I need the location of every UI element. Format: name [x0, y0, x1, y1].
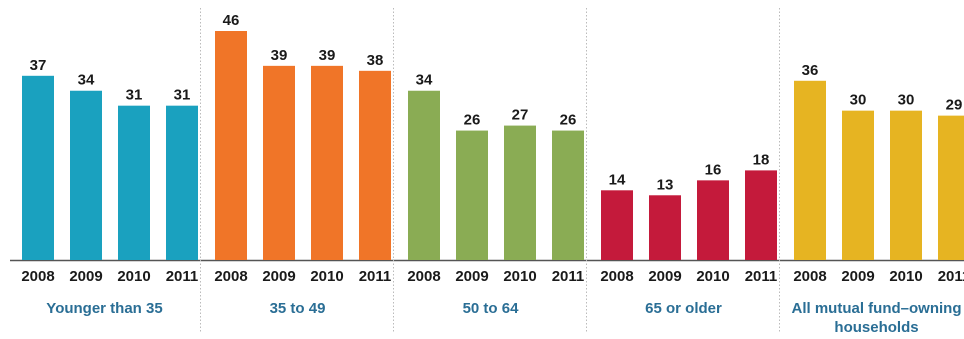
x-tick-label: 2010: [310, 268, 343, 285]
x-tick-label: 2011: [552, 268, 585, 285]
x-tick-label: 2010: [889, 268, 922, 285]
bar: [601, 190, 633, 260]
data-label: 29: [946, 97, 963, 114]
data-label: 13: [657, 176, 674, 193]
data-label: 37: [30, 57, 47, 74]
data-label: 26: [560, 112, 577, 129]
x-tick-label: 2010: [503, 268, 536, 285]
data-label: 16: [705, 161, 722, 178]
x-tick-label: 2011: [359, 268, 392, 285]
bar: [70, 90, 102, 260]
group-label-line: Younger than 35: [46, 300, 162, 317]
x-tick-label: 2009: [69, 268, 102, 285]
bar: [938, 115, 964, 260]
x-tick-label: 2009: [841, 268, 874, 285]
data-label: 34: [78, 72, 95, 89]
group-label-line: households: [834, 319, 918, 336]
group-label-line: 35 to 49: [270, 300, 326, 317]
group-label-line: 50 to 64: [463, 300, 520, 317]
data-label: 31: [126, 87, 143, 104]
x-tick-label: 2011: [166, 268, 199, 285]
data-label: 31: [174, 87, 191, 104]
bar: [794, 80, 826, 260]
x-tick-label: 2008: [214, 268, 247, 285]
bar: [408, 90, 440, 260]
group-label: 65 or older: [645, 300, 722, 317]
group-label: All mutual fund–owning households: [792, 300, 962, 336]
data-label: 26: [464, 112, 481, 129]
bar: [263, 65, 295, 260]
data-label: 27: [512, 107, 529, 124]
x-tick-label: 2010: [117, 268, 150, 285]
group-label-line: All mutual fund–owning: [792, 300, 962, 317]
group-label-line: 65 or older: [645, 300, 722, 317]
data-label: 30: [850, 92, 867, 109]
data-label: 14: [609, 171, 626, 188]
bar: [552, 130, 584, 260]
data-label: 38: [367, 52, 384, 69]
bar: [504, 125, 536, 260]
group-label: 50 to 64: [463, 300, 520, 317]
x-tick-label: 2011: [938, 268, 964, 285]
group-label: 35 to 49: [270, 300, 326, 317]
x-tick-label: 2008: [407, 268, 440, 285]
data-label: 34: [416, 72, 433, 89]
bar: [842, 110, 874, 260]
x-tick-label: 2008: [21, 268, 54, 285]
bar: [215, 31, 247, 260]
data-label: 39: [271, 47, 288, 64]
data-label: 46: [223, 12, 240, 29]
x-tick-label: 2008: [600, 268, 633, 285]
x-tick-label: 2010: [696, 268, 729, 285]
x-tick-label: 2011: [745, 268, 778, 285]
group-label: Younger than 35: [46, 300, 162, 317]
data-label: 18: [753, 151, 770, 168]
bar: [311, 65, 343, 260]
x-tick-label: 2009: [262, 268, 295, 285]
bar: [22, 75, 54, 260]
data-label: 39: [319, 47, 336, 64]
bar: [456, 130, 488, 260]
bar: [890, 110, 922, 260]
data-label: 36: [802, 62, 819, 79]
bar: [649, 195, 681, 260]
x-tick-label: 2009: [648, 268, 681, 285]
data-label: 30: [898, 92, 915, 109]
bar: [166, 105, 198, 260]
bar: [697, 180, 729, 260]
x-tick-label: 2009: [455, 268, 488, 285]
bar: [745, 170, 777, 260]
x-tick-label: 2008: [793, 268, 826, 285]
bar: [118, 105, 150, 260]
bar: [359, 70, 391, 261]
